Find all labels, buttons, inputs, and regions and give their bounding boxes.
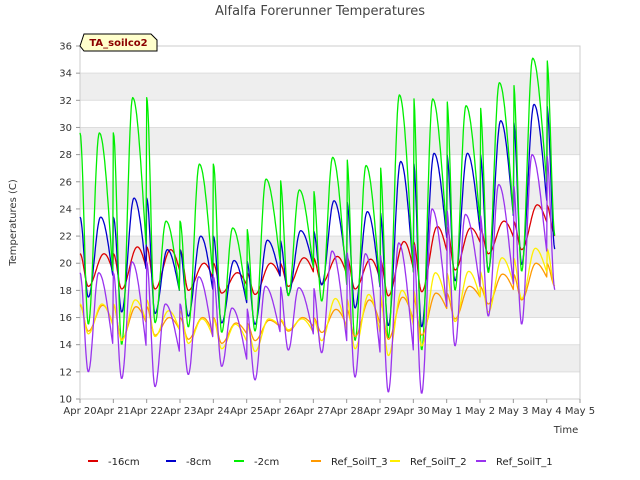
x-tick-label: Apr 20 (63, 406, 96, 417)
x-tick-label: Apr 27 (297, 406, 330, 417)
x-tick-label: Apr 26 (263, 406, 296, 417)
y-tick-label: 26 (59, 177, 72, 188)
x-tick-label: May 3 (498, 406, 528, 417)
x-tick-label: Apr 25 (230, 406, 263, 417)
y-tick-label: 20 (59, 259, 72, 270)
grid-band (80, 46, 580, 74)
y-tick-label: 32 (59, 96, 72, 107)
grid-band (80, 317, 580, 345)
legend-entry-label: -2cm (254, 457, 279, 468)
x-tick-label: Apr 24 (197, 406, 230, 417)
legend-entry-label: Ref_SoilT_1 (496, 457, 553, 468)
grid-bands (80, 46, 580, 400)
y-tick-label: 14 (59, 340, 72, 351)
x-tick-label: May 2 (465, 406, 495, 417)
y-tick-label: 34 (59, 69, 72, 80)
series-line (79, 247, 556, 357)
x-tick-label: Apr 21 (97, 406, 130, 417)
x-tick-label: Apr 30 (397, 406, 430, 417)
x-tick-label: Apr 29 (363, 406, 396, 417)
x-axis-title: Time (553, 425, 578, 436)
y-tick-label: 12 (59, 367, 72, 378)
site-badge: TA_soilco2 (79, 33, 158, 52)
legend: -16cm -8cm -2cm Ref_SoilT_3 Ref_SoilT_2 Ref_S… (88, 457, 553, 468)
series-line (79, 153, 556, 394)
grid-band (80, 371, 580, 399)
x-tick-label: Apr 22 (130, 406, 163, 417)
y-axis: 10 12 14 16 18 20 22 24 26 28 30 32 34 36 (59, 42, 80, 406)
y-tick-label: 10 (59, 395, 72, 406)
x-tick-label: May 1 (432, 406, 462, 417)
series-lines (79, 57, 556, 394)
legend-entry-label: Ref_SoilT_2 (410, 457, 467, 468)
series-line (79, 57, 556, 351)
y-tick-label: 30 (59, 123, 72, 134)
x-tick-label: Apr 23 (163, 406, 196, 417)
grid-band (80, 73, 580, 101)
grid-band (80, 344, 580, 372)
y-tick-label: 22 (59, 232, 72, 243)
y-tick-label: 24 (59, 204, 72, 215)
x-axis: Apr 20 Apr 21 Apr 22 Apr 23 Apr 24 Apr 25 Apr … (63, 399, 595, 417)
site-badge-box (79, 33, 158, 52)
x-tick-label: May 4 (532, 406, 562, 417)
chart-title: Alfalfa Forerunner Temperatures (215, 4, 425, 19)
y-tick-label: 36 (59, 42, 72, 53)
x-tick-label: May 5 (565, 406, 595, 417)
x-tick-label: Apr 28 (330, 406, 363, 417)
legend-entry-label: -8cm (186, 457, 211, 468)
site-badge-label: TA_soilco2 (89, 38, 147, 49)
legend-entry-label: Ref_SoilT_3 (331, 457, 388, 468)
legend-entry-label: -16cm (108, 457, 140, 468)
plot-frame (79, 45, 581, 400)
y-tick-label: 16 (59, 313, 72, 324)
y-axis-title: Temperatures (C) (8, 179, 19, 267)
y-tick-label: 28 (59, 150, 72, 161)
y-tick-label: 18 (59, 286, 72, 297)
